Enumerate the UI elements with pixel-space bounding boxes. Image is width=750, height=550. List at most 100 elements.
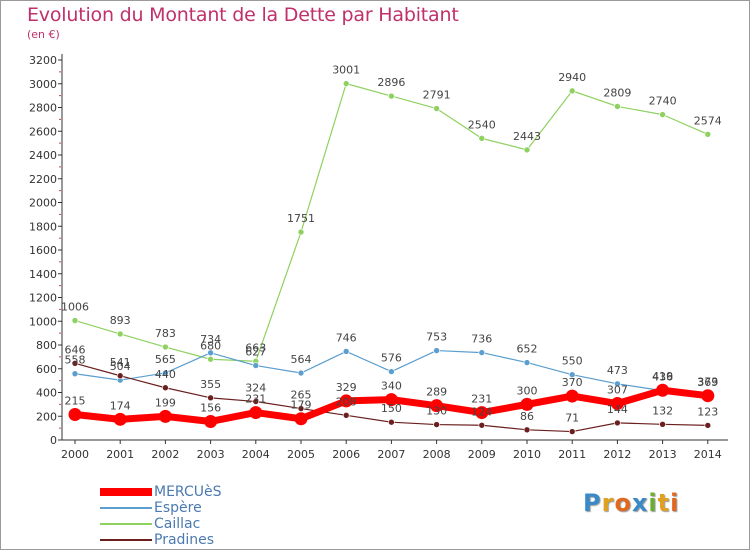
data-point xyxy=(207,355,214,363)
data-label: 2740 xyxy=(649,95,677,108)
data-point xyxy=(568,371,576,378)
data-point xyxy=(568,87,576,95)
data-label: 329 xyxy=(336,381,357,394)
data-point xyxy=(342,411,350,419)
data-label: 324 xyxy=(245,382,266,395)
data-label: 231 xyxy=(471,393,492,406)
legend-swatch xyxy=(100,507,152,509)
data-label: 734 xyxy=(200,333,221,346)
data-label: 124 xyxy=(471,405,492,418)
data-point xyxy=(116,372,124,380)
data-point xyxy=(430,399,444,413)
data-point xyxy=(614,103,621,110)
data-point xyxy=(659,421,666,428)
x-tick-label: 2013 xyxy=(649,448,677,461)
data-point xyxy=(565,389,579,403)
y-tick-label: 0 xyxy=(50,434,57,447)
data-point xyxy=(252,362,260,369)
data-label: 558 xyxy=(65,354,86,367)
data-label: 893 xyxy=(110,314,131,327)
data-point xyxy=(71,370,79,378)
x-tick-label: 2006 xyxy=(332,448,360,461)
y-tick-label: 1600 xyxy=(29,244,57,257)
data-label: 132 xyxy=(652,404,673,417)
y-tick-label: 200 xyxy=(36,410,57,423)
x-tick-label: 2009 xyxy=(468,448,496,461)
data-label: 130 xyxy=(426,405,447,418)
data-label: 753 xyxy=(426,331,447,344)
x-tick-label: 2000 xyxy=(61,448,89,461)
proxiti-logo: Proxiti xyxy=(583,489,679,517)
data-point xyxy=(297,228,305,236)
y-tick-label: 2400 xyxy=(29,149,57,162)
data-point xyxy=(207,394,214,402)
legend-item: Espère xyxy=(100,500,320,516)
data-point xyxy=(249,406,263,420)
data-label: 2540 xyxy=(468,118,496,131)
data-label: 86 xyxy=(520,410,534,423)
data-point xyxy=(204,414,218,428)
data-label: 680 xyxy=(200,339,221,352)
y-tick-label: 1000 xyxy=(29,315,57,328)
data-label: 3001 xyxy=(332,64,360,77)
data-label: 440 xyxy=(155,368,176,381)
data-point xyxy=(384,393,398,407)
data-point xyxy=(610,397,624,411)
y-tick-label: 800 xyxy=(36,339,57,352)
data-label: 355 xyxy=(200,378,221,391)
data-label: 627 xyxy=(245,346,266,359)
logo-letter: o xyxy=(614,489,632,517)
data-label: 1006 xyxy=(61,301,89,314)
y-tick-label: 2000 xyxy=(29,197,57,210)
data-point xyxy=(656,383,670,397)
data-point xyxy=(71,359,79,367)
x-tick-label: 2008 xyxy=(423,448,451,461)
data-point xyxy=(520,397,534,411)
data-point xyxy=(659,111,666,118)
data-label: 565 xyxy=(155,353,176,366)
x-tick-label: 2014 xyxy=(694,448,722,461)
data-label: 156 xyxy=(200,401,221,414)
data-point xyxy=(701,389,715,403)
y-tick-label: 2800 xyxy=(29,102,57,115)
data-label: 550 xyxy=(562,355,583,368)
legend-label: Caillac xyxy=(154,516,201,532)
legend-label: MERCUèS xyxy=(154,484,222,500)
x-tick-label: 2005 xyxy=(287,448,315,461)
data-label: 289 xyxy=(426,386,447,399)
y-tick-label: 400 xyxy=(36,387,57,400)
data-point xyxy=(475,406,489,420)
data-label: 663 xyxy=(245,341,266,354)
x-tick-label: 2012 xyxy=(603,448,631,461)
data-point xyxy=(614,419,621,427)
y-tick-label: 2200 xyxy=(29,173,57,186)
y-tick-label: 1200 xyxy=(29,292,57,305)
data-label: 2443 xyxy=(513,130,541,143)
logo-letter: x xyxy=(631,489,649,517)
data-point xyxy=(113,412,127,426)
x-tick-label: 2003 xyxy=(197,448,225,461)
data-point xyxy=(704,131,712,138)
y-tick-label: 3200 xyxy=(29,54,57,67)
data-point xyxy=(523,359,531,366)
data-point xyxy=(523,146,531,154)
data-label: 231 xyxy=(245,393,266,406)
data-point xyxy=(478,135,486,142)
data-label: 473 xyxy=(607,364,628,377)
data-label: 300 xyxy=(517,384,538,397)
data-label: 504 xyxy=(110,360,131,373)
data-point xyxy=(433,347,440,354)
data-label: 71 xyxy=(565,412,579,425)
legend-label: Pradines xyxy=(154,532,215,548)
y-tick-label: 3000 xyxy=(29,78,57,91)
data-label: 436 xyxy=(652,371,673,384)
data-label: 2791 xyxy=(423,89,451,102)
y-tick-label: 1800 xyxy=(29,220,57,233)
y-tick-label: 2600 xyxy=(29,125,57,138)
data-point xyxy=(71,317,79,324)
logo-letter: r xyxy=(601,489,615,517)
data-point xyxy=(116,330,124,338)
data-label: 541 xyxy=(110,356,131,369)
data-point xyxy=(342,80,350,87)
legend-label: Espère xyxy=(154,500,202,516)
